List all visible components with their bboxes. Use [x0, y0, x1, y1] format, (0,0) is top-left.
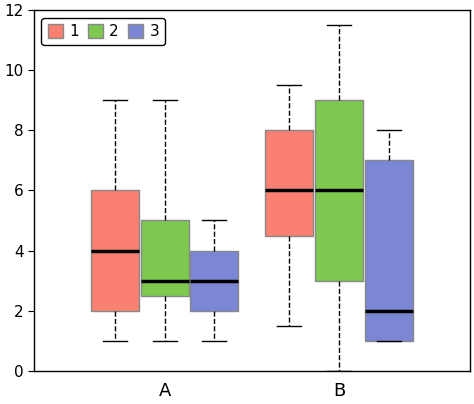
PathPatch shape: [191, 250, 238, 311]
PathPatch shape: [265, 130, 313, 236]
PathPatch shape: [315, 100, 363, 281]
Legend: 1, 2, 3: 1, 2, 3: [41, 18, 165, 45]
PathPatch shape: [141, 221, 189, 296]
PathPatch shape: [91, 190, 139, 311]
PathPatch shape: [365, 160, 413, 341]
